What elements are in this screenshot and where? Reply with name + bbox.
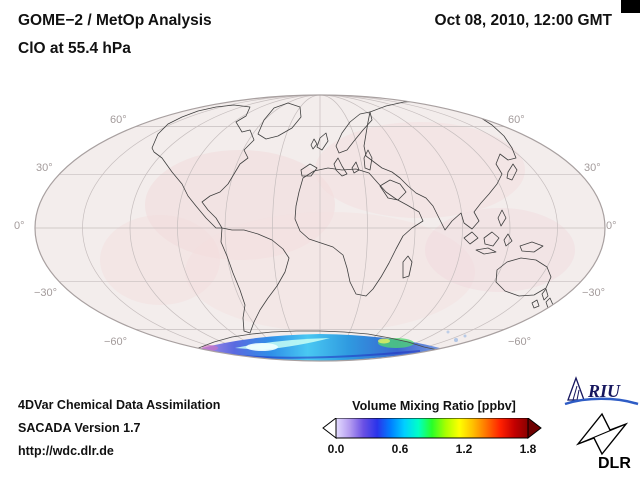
dlr-logo: DLR <box>575 412 631 472</box>
plot-title: GOME−2 / MetOp Analysis <box>18 12 212 29</box>
colorbar-tick-2: 1.2 <box>455 442 473 456</box>
plot-subtitle: ClO at 55.4 hPa <box>18 40 131 57</box>
lat-label-60s-left: −60° <box>104 336 128 348</box>
colorbar-right-arrow <box>527 418 542 440</box>
colorbar-tick-1: 0.6 <box>391 442 409 456</box>
lat-label-30s-right: −30° <box>582 287 606 299</box>
globe-boundary <box>34 94 606 362</box>
lat-label-60s-right: −60° <box>508 336 532 348</box>
lat-label-30n-right: 30° <box>584 162 601 174</box>
lat-label-60n-left: 60° <box>110 114 127 126</box>
lat-label-30n-left: 30° <box>36 162 53 174</box>
colorbar-tick-0: 0.0 <box>327 442 345 456</box>
colorbar-left-arrow <box>322 418 337 440</box>
colorbar-gradient <box>335 418 529 439</box>
lat-label-0-right: 0° <box>606 220 617 232</box>
clo-anomaly-band <box>198 330 467 361</box>
dlr-emblem-line <box>577 423 627 445</box>
lat-label-30s-left: −30° <box>34 287 58 299</box>
assimilation-label: 4DVar Chemical Data Assimilation <box>18 398 221 412</box>
corner-marker <box>621 0 640 13</box>
wdc-url: http://wdc.dlr.de <box>18 444 114 458</box>
colorbar: Volume Mixing Ratio [ppbv] 0.0 0.6 1.2 1… <box>314 399 554 459</box>
colorbar-title: Volume Mixing Ratio [ppbv] <box>352 399 516 413</box>
lat-label-60n-right: 60° <box>508 114 525 126</box>
plot-datetime: Oct 08, 2010, 12:00 GMT <box>434 12 612 29</box>
version-label: SACADA Version 1.7 <box>18 421 141 435</box>
dlr-logo-text: DLR <box>598 455 631 472</box>
riu-swoosh-icon <box>564 397 639 406</box>
colorbar-scale <box>322 418 542 440</box>
riu-logo: RIU <box>564 376 639 406</box>
lat-label-0-left: 0° <box>14 220 25 232</box>
antarctica-coast <box>195 330 439 351</box>
colorbar-tick-3: 1.8 <box>519 442 537 456</box>
continent-outlines <box>151 100 554 334</box>
riu-logo-text: RIU <box>587 381 621 401</box>
